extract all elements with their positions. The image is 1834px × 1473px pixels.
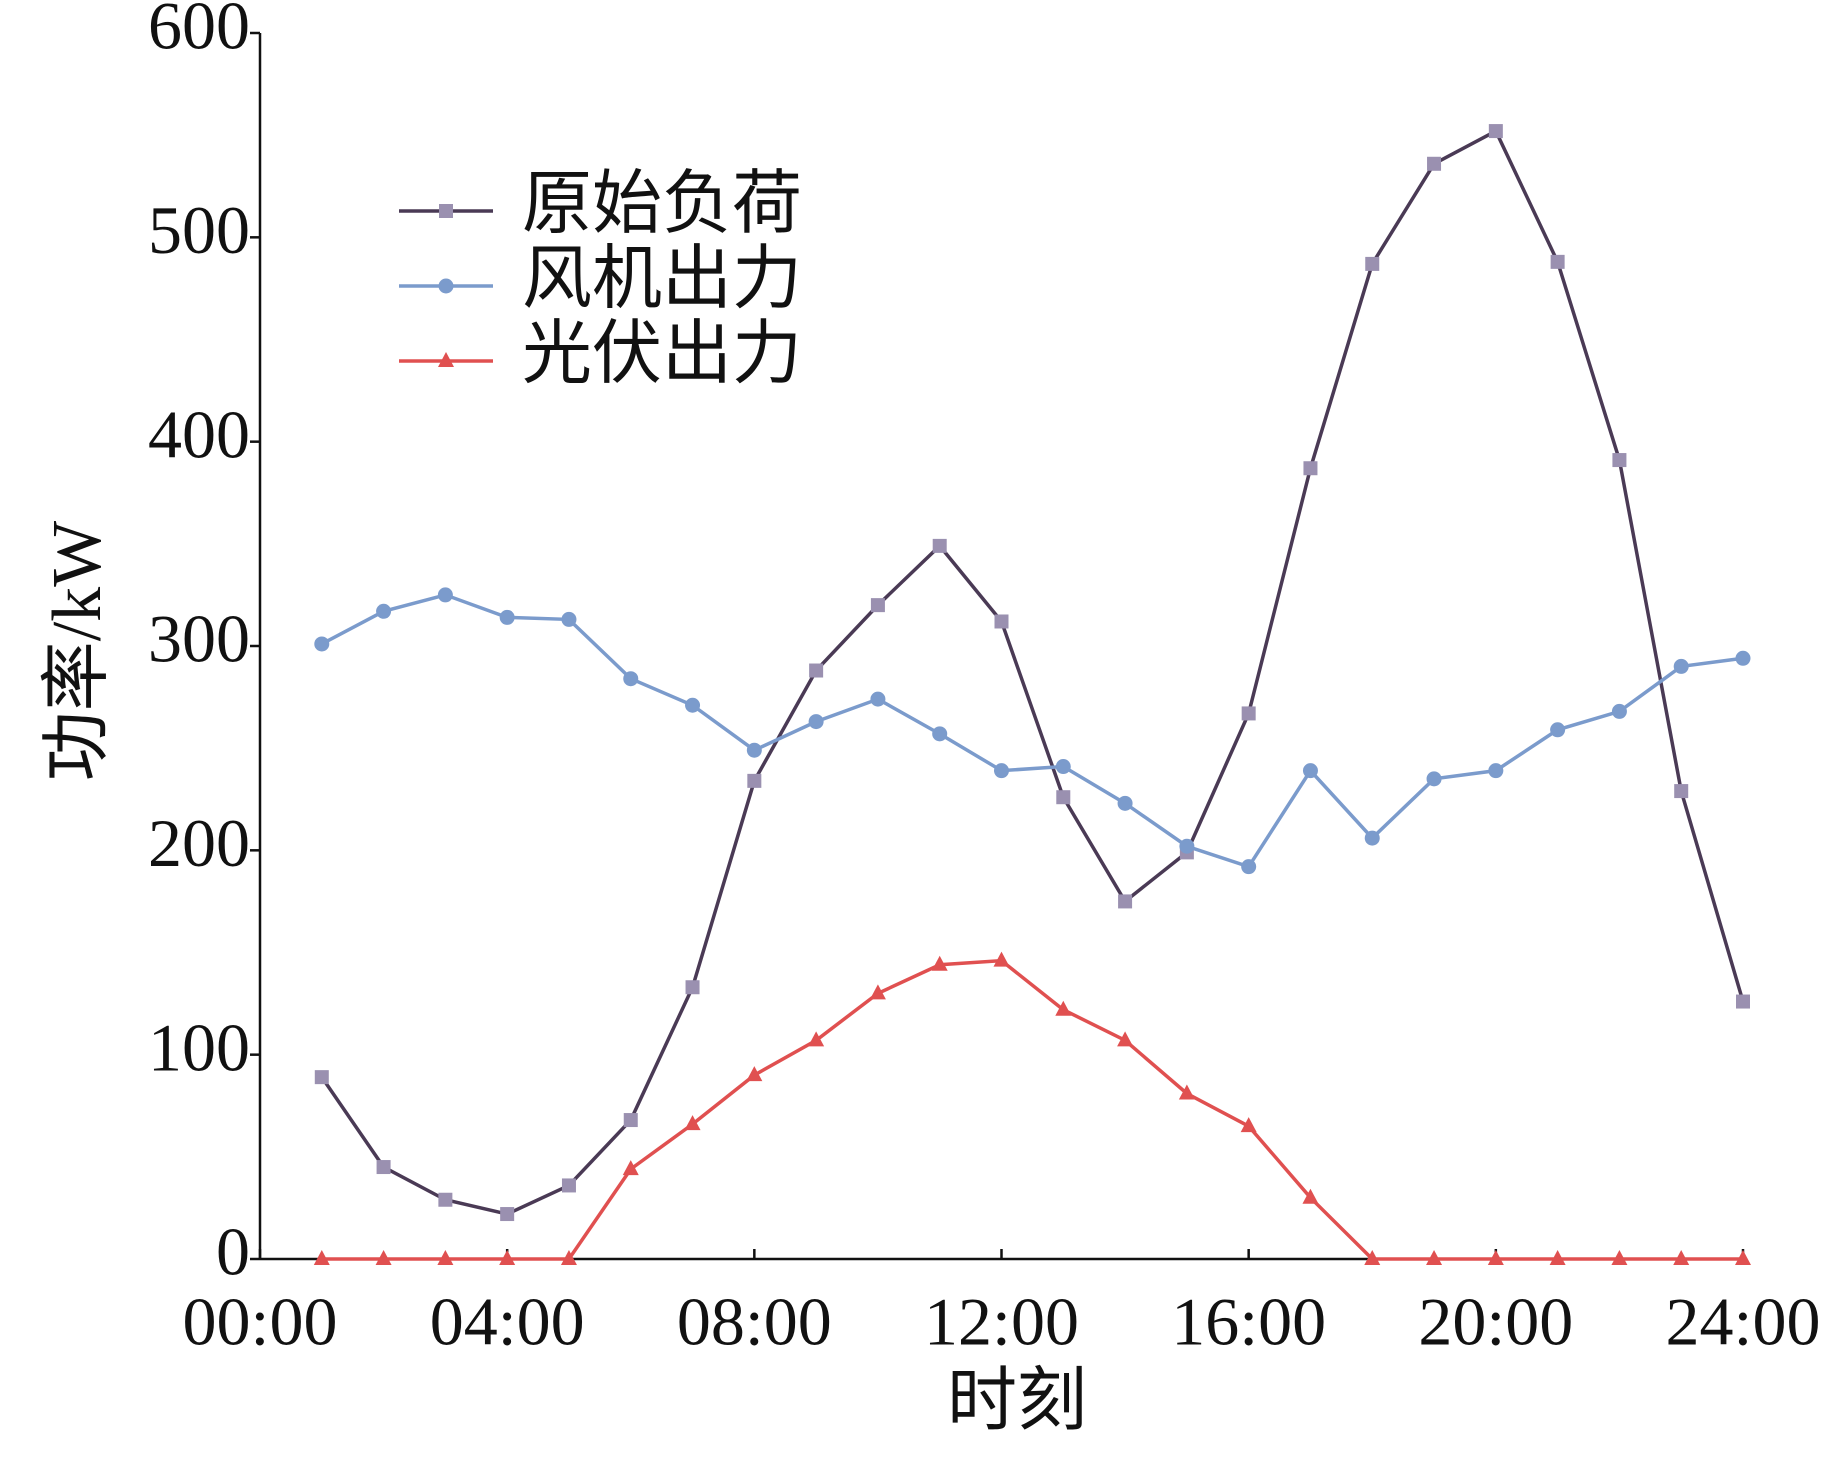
marker — [747, 773, 762, 788]
marker — [1302, 1188, 1319, 1204]
marker — [499, 609, 515, 625]
marker — [685, 697, 701, 713]
y-tick-label: 400 — [148, 396, 250, 472]
marker — [1303, 461, 1318, 476]
marker — [623, 671, 639, 687]
x-axis-label: 时刻 — [947, 1363, 1087, 1440]
marker — [437, 587, 453, 603]
legend-label: 原始负荷 — [522, 166, 802, 243]
marker — [622, 1160, 639, 1176]
marker — [1550, 254, 1565, 269]
marker — [438, 352, 454, 367]
marker — [684, 1115, 701, 1131]
marker — [746, 742, 762, 758]
series-line — [320, 128, 1745, 1216]
marker — [1611, 1250, 1628, 1265]
marker — [1055, 1000, 1072, 1016]
marker — [870, 598, 885, 613]
marker — [376, 603, 392, 619]
marker — [500, 1207, 515, 1222]
marker — [1117, 795, 1133, 811]
x-tick-label: 12:00 — [924, 1284, 1079, 1360]
marker — [1735, 1250, 1751, 1265]
marker — [1549, 1250, 1566, 1265]
marker — [438, 1192, 453, 1207]
marker — [375, 1250, 392, 1265]
marker — [560, 1250, 577, 1265]
y-tick-label: 600 — [148, 0, 250, 64]
marker — [1427, 156, 1442, 171]
marker — [1735, 650, 1751, 666]
series-line — [321, 958, 1743, 1261]
marker — [994, 614, 1009, 629]
marker — [1550, 722, 1566, 738]
x-tick-label: 16:00 — [1171, 1284, 1326, 1360]
marker — [1611, 703, 1627, 719]
y-tick-label: 200 — [148, 805, 250, 881]
legend-label: 光伏出力 — [522, 316, 802, 393]
marker — [870, 691, 886, 707]
x-tick-label: 20:00 — [1418, 1284, 1573, 1360]
marker — [1364, 830, 1380, 846]
marker — [1178, 1084, 1195, 1100]
legend-label: 风机出力 — [522, 241, 802, 318]
marker — [1055, 759, 1071, 775]
marker — [808, 1031, 825, 1047]
marker — [869, 984, 886, 1000]
y-tick-label: 500 — [148, 192, 250, 268]
marker — [1118, 894, 1133, 909]
marker — [1488, 763, 1504, 779]
marker — [561, 611, 577, 627]
marker — [685, 980, 700, 995]
marker — [439, 204, 453, 218]
marker — [1673, 658, 1689, 674]
marker — [623, 1113, 638, 1128]
y-axis-label: 功率/kW — [39, 521, 116, 782]
marker — [499, 1250, 516, 1265]
marker — [313, 1250, 330, 1265]
marker — [1117, 1031, 1134, 1047]
marker — [1056, 790, 1071, 805]
marker — [1241, 706, 1256, 721]
y-tick-label: 0 — [216, 1214, 250, 1290]
marker — [808, 714, 824, 730]
marker — [932, 538, 947, 553]
marker — [931, 955, 948, 971]
marker — [932, 726, 948, 742]
marker — [1488, 124, 1503, 139]
marker — [314, 1070, 329, 1085]
marker — [1241, 859, 1257, 875]
marker — [994, 763, 1009, 779]
y-tick-label: 300 — [148, 601, 250, 677]
x-tick-label: 00:00 — [183, 1284, 338, 1360]
marker — [1179, 838, 1195, 854]
marker — [1612, 453, 1627, 468]
marker — [1364, 1250, 1381, 1265]
x-tick-label: 08:00 — [677, 1284, 832, 1360]
marker — [1426, 771, 1442, 787]
marker — [314, 636, 330, 652]
marker — [1736, 994, 1750, 1009]
marker — [1674, 784, 1689, 799]
marker — [1426, 1250, 1443, 1265]
series-line — [320, 593, 1744, 869]
marker — [1240, 1117, 1257, 1133]
x-tick-label: 04:00 — [430, 1284, 585, 1360]
marker — [376, 1160, 391, 1175]
marker — [993, 951, 1010, 967]
marker — [746, 1066, 763, 1082]
marker — [1365, 256, 1380, 271]
marker — [561, 1178, 576, 1193]
marker — [437, 1250, 454, 1265]
x-tick-label: 24:00 — [1666, 1284, 1821, 1360]
marker — [438, 278, 454, 294]
y-tick-label: 100 — [148, 1009, 250, 1085]
marker — [1302, 763, 1318, 779]
marker — [1673, 1250, 1690, 1265]
marker — [809, 663, 824, 678]
marker — [1487, 1250, 1504, 1265]
